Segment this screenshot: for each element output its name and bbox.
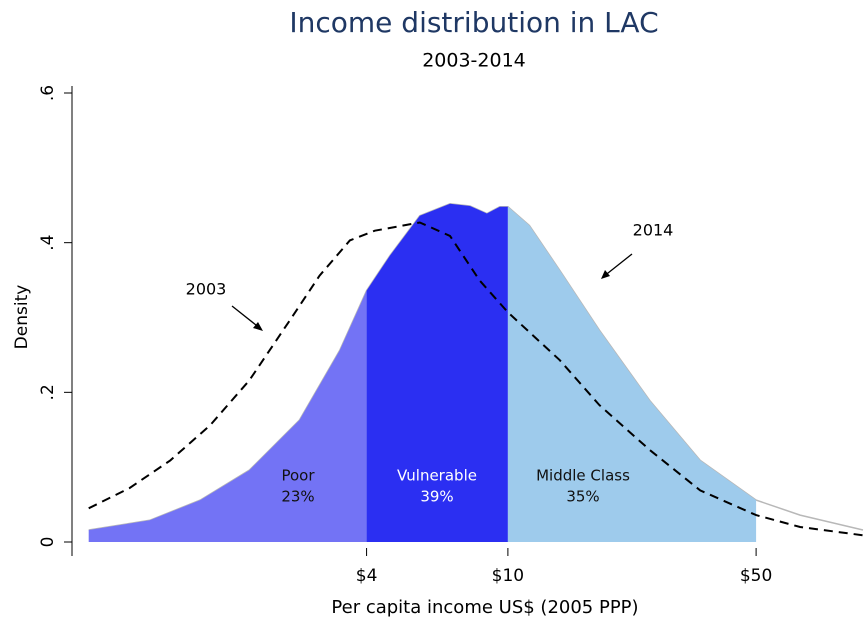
region-name: Poor [281, 467, 315, 485]
region-area [88, 290, 367, 542]
arrow-head [601, 270, 610, 279]
region-share: 23% [281, 488, 314, 506]
series-annotation: 2003 [186, 280, 227, 299]
region-share: 35% [566, 488, 599, 506]
x-tick-label: $10 [492, 566, 524, 586]
chart-title: Income distribution in LAC [289, 6, 658, 39]
y-tick-label: .6 [38, 85, 58, 101]
dashed-density-line [88, 221, 864, 537]
x-tick-label: $50 [740, 566, 772, 586]
plot-area: 0 .2 .4 .6 $4 $10 $50 Poor 23% Vulnerable 39% Middl… [38, 85, 864, 586]
annotation-arrow [602, 253, 633, 278]
chart-subtitle: 2003-2014 [422, 50, 526, 72]
y-tick-label: .2 [38, 384, 58, 400]
x-axis-label: Per capita income US$ (2005 PPP) [331, 597, 638, 618]
arrow-head [253, 322, 263, 331]
series-annotation: 2014 [633, 221, 674, 240]
y-tick-label: .4 [38, 235, 58, 251]
region-area [366, 203, 508, 543]
y-tick-label: 0 [38, 537, 58, 548]
region-area [507, 206, 757, 542]
region-name: Middle Class [536, 467, 630, 485]
y-axis-label: Density [12, 285, 32, 350]
x-tick-label: $4 [356, 566, 378, 586]
annotations: 2003 2014 [186, 221, 674, 331]
region-share: 39% [420, 488, 453, 506]
region-name: Vulnerable [397, 467, 477, 485]
